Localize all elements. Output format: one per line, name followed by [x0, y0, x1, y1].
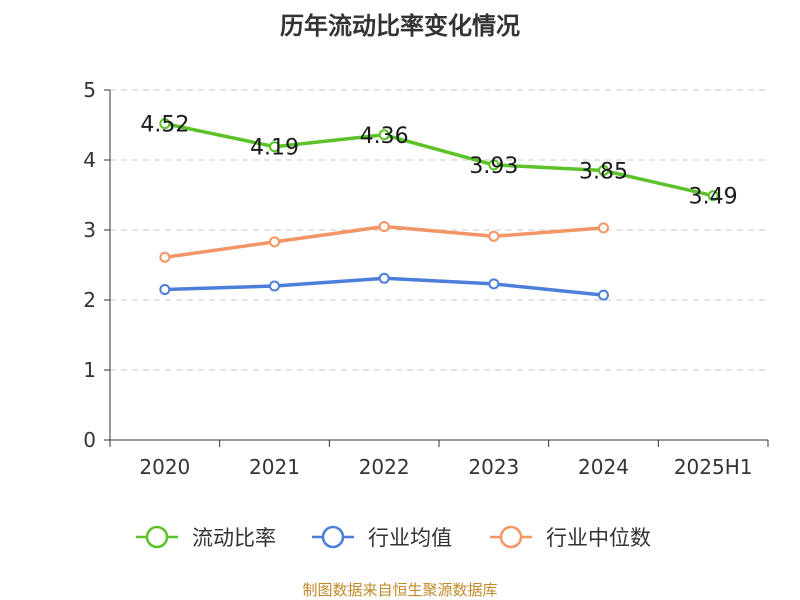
y-tick-label: 2: [83, 288, 96, 312]
x-tick-label: 2021: [249, 455, 300, 479]
data-point: [488, 159, 500, 171]
data-point: [707, 190, 719, 202]
data-point: [488, 230, 500, 242]
data-point: [378, 221, 390, 232]
series-line: [163, 121, 715, 198]
data-label: 4.52: [140, 113, 189, 138]
data-point: [269, 280, 280, 292]
data-point: [598, 222, 609, 234]
data-label: 3.49: [689, 185, 738, 210]
y-tick-label: 1: [83, 358, 96, 382]
chart-title: 历年流动比率变化情况: [280, 12, 520, 40]
y-tick-label: 3: [83, 218, 96, 242]
y-tick-label: 5: [83, 78, 96, 102]
data-point: [488, 278, 500, 290]
legend-marker: [499, 525, 523, 549]
data-point: [378, 129, 390, 141]
data-labels: 4.52 4.19 4.36 3.93 3.85 3.49: [140, 113, 737, 210]
axes: 0 1 2 3 4 5 2020 2021 2022 2023 2024 2025H1: [83, 78, 769, 479]
y-tick-label: 0: [83, 428, 96, 452]
series-lines: [159, 118, 719, 301]
y-tick-label: 4: [83, 148, 96, 172]
data-label: 3.85: [579, 160, 628, 185]
legend-marker: [145, 525, 169, 549]
data-point: [159, 284, 171, 295]
data-point: [598, 165, 609, 176]
x-tick-label: 2020: [139, 455, 190, 479]
legend: 流动比率 行业均值 行业中位数: [136, 525, 651, 550]
data-point: [159, 118, 171, 130]
data-label: 4.36: [360, 124, 409, 149]
x-tick-label: 2023: [468, 455, 519, 479]
data-point: [269, 236, 280, 248]
legend-marker: [321, 525, 345, 549]
data-point: [598, 289, 609, 301]
data-point: [269, 141, 280, 153]
legend-label: 流动比率: [192, 526, 276, 550]
source-note: 制图数据来自恒生聚源数据库: [302, 581, 498, 599]
legend-label: 行业均值: [368, 526, 452, 550]
x-tick-label: 2022: [359, 455, 410, 479]
x-tick-label: 2025H1: [674, 455, 753, 479]
legend-label: 行业中位数: [546, 526, 651, 550]
data-label: 3.93: [469, 154, 518, 179]
data-point: [159, 251, 171, 263]
data-point: [378, 272, 390, 284]
data-label: 4.19: [250, 136, 299, 161]
x-tick-label: 2024: [578, 455, 629, 479]
